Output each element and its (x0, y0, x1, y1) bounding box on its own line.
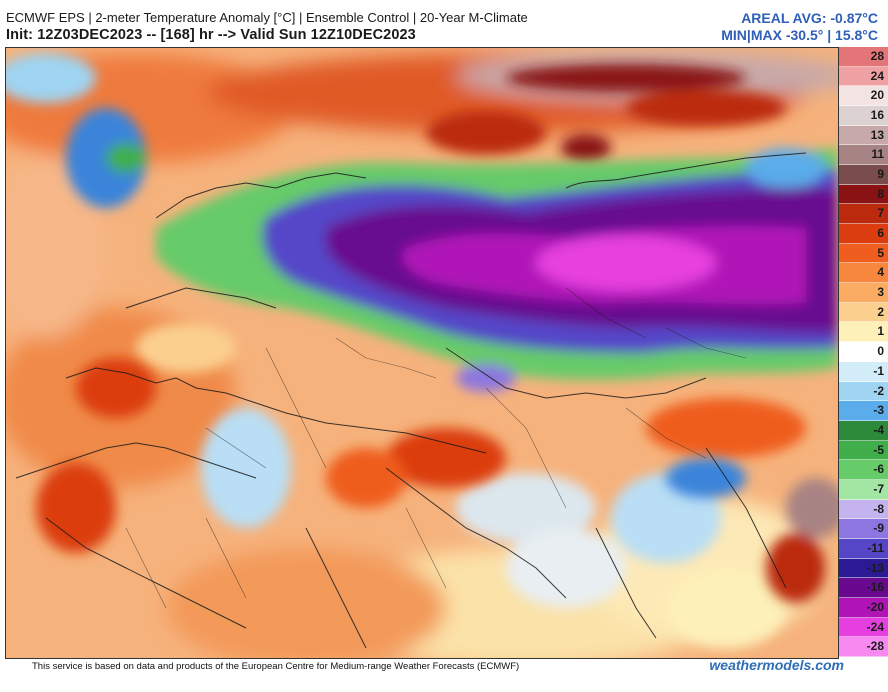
colorbar-label: 28 (870, 49, 884, 63)
colorbar-swatch: -13 (839, 558, 888, 579)
colorbar-label: 0 (877, 344, 884, 359)
colorbar-label: -6 (873, 462, 884, 477)
colorbar-label: -8 (873, 501, 884, 516)
colorbar-swatch: 16 (839, 106, 888, 126)
colorbar-label: 20 (870, 88, 884, 103)
colorbar-label: 1 (877, 324, 884, 339)
colorbar-swatch: 13 (839, 125, 888, 146)
colorbar-label: -20 (866, 599, 884, 614)
colorbar-swatch: -7 (839, 479, 888, 500)
colorbar-label: 16 (870, 108, 884, 123)
colorbar-label: 7 (877, 206, 884, 221)
colorbar-label: 2 (877, 304, 884, 319)
colorbar-label: -24 (866, 619, 884, 634)
colorbar-swatch: 5 (839, 243, 888, 264)
min-max-values: MIN|MAX -30.5° | 15.8°C (721, 27, 878, 43)
chart-header: ECMWF EPS | 2-meter Temperature Anomaly … (6, 10, 528, 44)
colorbar-swatch: -5 (839, 440, 888, 461)
warm-anomaly-cores (36, 64, 838, 603)
anomaly-map (5, 47, 839, 659)
colorbar-label: -16 (866, 580, 884, 595)
colorbar-label: 6 (877, 226, 884, 241)
colorbar-swatch: 0 (839, 342, 888, 362)
colorbar-swatch: -4 (839, 420, 888, 441)
colorbar-swatch: 3 (839, 283, 888, 303)
colorbar-label: -1 (873, 363, 884, 378)
colorbar-label: -28 (866, 639, 884, 654)
colorbar-label: -11 (867, 540, 884, 555)
colorbar-swatch: -9 (839, 519, 888, 539)
colorbar-label: -5 (873, 442, 884, 457)
colorbar-swatch: 24 (839, 66, 888, 87)
colorbar-swatch: 4 (839, 263, 888, 284)
colorbar-swatch: 11 (839, 145, 888, 166)
temperature-colorbar: 28 24 20 16 13 11 9 8 7 6 5 4 3 2 1 0 -1 -2 -3 -4 -5 -6 -7 -8 -9… (839, 47, 888, 657)
near-normal-patches (6, 53, 786, 648)
colorbar-swatch: -28 (839, 637, 888, 657)
areal-average: AREAL AVG: -0.87°C (741, 10, 878, 26)
colorbar-swatch: 9 (839, 165, 888, 185)
colorbar-swatch: 6 (839, 224, 888, 244)
colorbar-label: 8 (877, 186, 884, 201)
colorbar-swatch: 20 (839, 86, 888, 107)
colorbar-label: -2 (873, 383, 884, 398)
stats-header: AREAL AVG: -0.87°C MIN|MAX -30.5° | 15.8… (721, 10, 878, 44)
colorbar-swatch: -20 (839, 597, 888, 618)
init-valid-line: Init: 12Z03DEC2023 -- [168] hr --> Valid… (6, 27, 416, 43)
colorbar-label: 11 (871, 147, 884, 162)
colorbar-label: -9 (873, 521, 884, 536)
colorbar-label: -7 (873, 481, 884, 496)
colorbar-swatch: 2 (839, 302, 888, 323)
cold-anomaly-band (66, 108, 838, 498)
colorbar-label: 24 (870, 68, 884, 83)
colorbar-swatch: 7 (839, 204, 888, 225)
colorbar-swatch: 1 (839, 322, 888, 343)
chart-title: ECMWF EPS | 2-meter Temperature Anomaly … (6, 10, 528, 25)
colorbar-label: -4 (873, 422, 884, 437)
colorbar-swatch: -24 (839, 617, 888, 638)
colorbar-swatch: -3 (839, 401, 888, 421)
colorbar-label: -3 (873, 403, 884, 418)
colorbar-label: 9 (877, 167, 884, 182)
colorbar-swatch: -1 (839, 361, 888, 382)
colorbar-swatch: -16 (839, 578, 888, 598)
coastlines (15, 152, 807, 649)
weathermodels-logo[interactable]: weathermodels.com (709, 657, 844, 673)
colorbar-label: 5 (877, 245, 884, 260)
colorbar-swatch: -8 (839, 499, 888, 520)
ecmwf-credit: This service is based on data and produc… (32, 661, 520, 672)
colorbar-label: 4 (877, 265, 884, 280)
colorbar-swatch: -11 (839, 538, 888, 559)
colorbar-swatch: 28 (839, 47, 888, 67)
colorbar-swatch: 8 (839, 184, 888, 205)
country-borders (125, 287, 747, 609)
colorbar-swatch: -6 (839, 460, 888, 480)
colorbar-label: -13 (866, 560, 884, 575)
colorbar-swatch: -2 (839, 381, 888, 402)
colorbar-label: 3 (877, 285, 884, 300)
colorbar-label: 13 (870, 127, 884, 142)
